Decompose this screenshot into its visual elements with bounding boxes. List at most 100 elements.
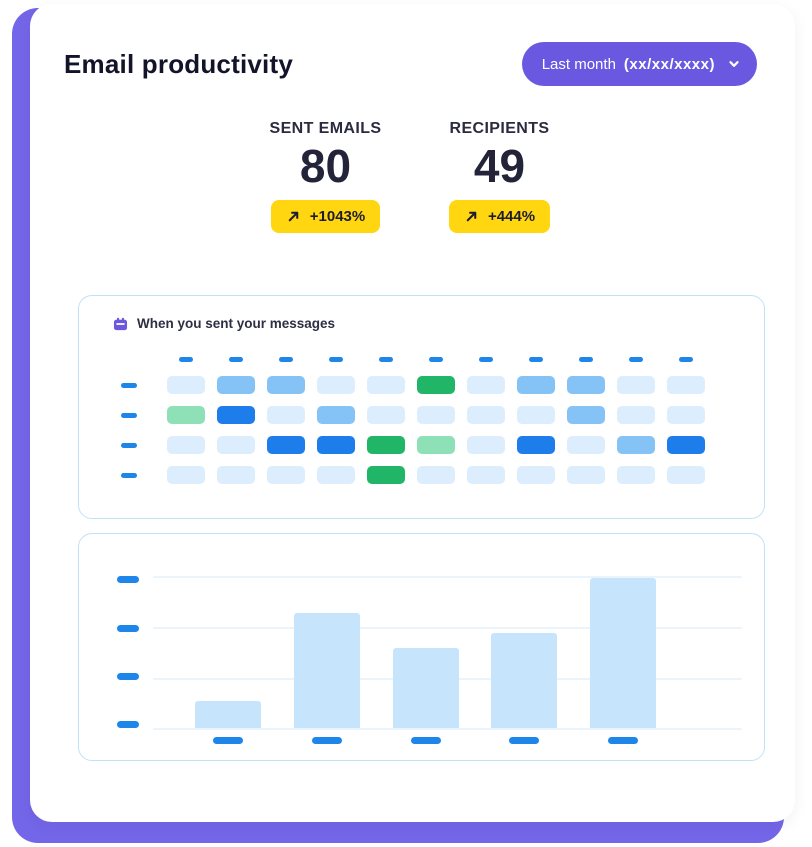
x-label-placeholder [213, 737, 243, 745]
heatmap-cell [267, 406, 305, 425]
y-label-placeholder [117, 672, 139, 680]
email-productivity-card: Email productivity Last month (xx/xx/xxx… [30, 4, 795, 822]
change-badge: +444% [448, 200, 551, 234]
period-value: (xx/xx/xxxx) [623, 55, 715, 73]
stat-recipients: RECIPIENTS 49 +444% [441, 120, 559, 234]
row-label-placeholder [121, 442, 137, 448]
stat-label: SENT EMAILS [269, 120, 382, 137]
heatmap-cell [617, 376, 655, 395]
heatmap-cell [567, 466, 605, 485]
heatmap-cell [667, 376, 705, 395]
heatmap-cell [517, 376, 555, 395]
trend-up-icon [464, 209, 479, 224]
x-axis-row [153, 737, 742, 745]
heatmap-cell [417, 466, 455, 485]
column-label-placeholder [379, 357, 393, 363]
heatmap-cell [417, 406, 455, 425]
period-selector-button[interactable]: Last month (xx/xx/xxxx) [521, 42, 757, 86]
heatmap-cell [617, 406, 655, 425]
x-label-placeholder [608, 737, 638, 745]
heatmap-cell [567, 436, 605, 455]
heatmap-row [121, 466, 764, 485]
heatmap-cell [317, 376, 355, 395]
stat-value: 80 [299, 140, 352, 192]
heatmap-cell [667, 466, 705, 485]
heatmap-cell [467, 466, 505, 485]
heatmap-cell [167, 436, 205, 455]
heatmap-cell [467, 376, 505, 395]
bar [195, 700, 261, 729]
heatmap-cell [217, 406, 255, 425]
heatmap-cell [167, 466, 205, 485]
column-label-placeholder [229, 357, 243, 363]
heatmap-cell [667, 406, 705, 425]
period-label: Last month [541, 55, 616, 73]
row-label-placeholder [121, 382, 137, 388]
heatmap-cell [567, 376, 605, 395]
y-label-placeholder [117, 721, 139, 729]
heatmap-cell [567, 406, 605, 425]
stat-sent-emails: SENT EMAILS 80 +1043% [267, 120, 385, 234]
heatmap-cell [267, 466, 305, 485]
heatmap-cell [267, 376, 305, 395]
column-label-placeholder [479, 357, 493, 363]
plot-area [153, 576, 742, 731]
gridline [153, 626, 742, 629]
heatmap-cell [367, 406, 405, 425]
heatmap-cell [317, 436, 355, 455]
heatmap-title-row: When you sent your messages [79, 316, 764, 331]
heatmap-cell [217, 376, 255, 395]
column-label-placeholder [629, 357, 643, 363]
heatmap-cell [317, 466, 355, 485]
bar-chart [117, 576, 742, 731]
heatmap-row [121, 376, 764, 395]
row-label-placeholder [121, 412, 137, 418]
gridline [153, 576, 742, 579]
chevron-down-icon [727, 57, 741, 71]
x-axis [117, 737, 742, 745]
heatmap-column-labels [121, 357, 764, 363]
bar [590, 577, 656, 729]
y-label-placeholder [117, 576, 139, 584]
heatmap-cell [217, 466, 255, 485]
y-axis [117, 576, 153, 729]
column-label-placeholder [329, 357, 343, 363]
heatmap-cell [167, 406, 205, 425]
heatmap-cell [217, 436, 255, 455]
heatmap-cell [367, 436, 405, 455]
card-header: Email productivity Last month (xx/xx/xxx… [30, 4, 795, 86]
stat-value: 49 [473, 140, 526, 192]
heatmap-row [121, 436, 764, 455]
column-label-placeholder [279, 357, 293, 363]
bar [392, 647, 459, 729]
heatmap-cell [167, 376, 205, 395]
heatmap-cell [317, 406, 355, 425]
row-label-placeholder [121, 472, 137, 478]
heatmap-cell [417, 436, 455, 455]
heatmap-cell [617, 436, 655, 455]
heatmap-grid [121, 357, 764, 485]
heatmap-cell [617, 466, 655, 485]
heatmap-panel: When you sent your messages [78, 295, 765, 520]
column-label-placeholder [429, 357, 443, 363]
axis-spacer [117, 737, 153, 744]
column-label-placeholder [529, 357, 543, 363]
heatmap-cell [367, 376, 405, 395]
x-label-placeholder [311, 737, 342, 745]
column-label-placeholder [679, 357, 693, 363]
y-label-placeholder [117, 624, 139, 632]
bar-chart-panel [78, 533, 765, 762]
page-title: Email productivity [64, 48, 293, 79]
heatmap-cell [467, 436, 505, 455]
x-label-placeholder [509, 737, 540, 745]
heatmap-row [121, 406, 764, 425]
heatmap-cell [467, 406, 505, 425]
change-value: +444% [487, 208, 536, 226]
change-value: +1043% [309, 208, 366, 226]
change-badge: +1043% [270, 200, 381, 234]
stats-row: SENT EMAILS 80 +1043% RECIPIENTS 49 +444… [30, 120, 795, 234]
heatmap-cell [517, 436, 555, 455]
heatmap-cell [517, 406, 555, 425]
heatmap-cell [667, 436, 705, 455]
bar [293, 612, 360, 729]
